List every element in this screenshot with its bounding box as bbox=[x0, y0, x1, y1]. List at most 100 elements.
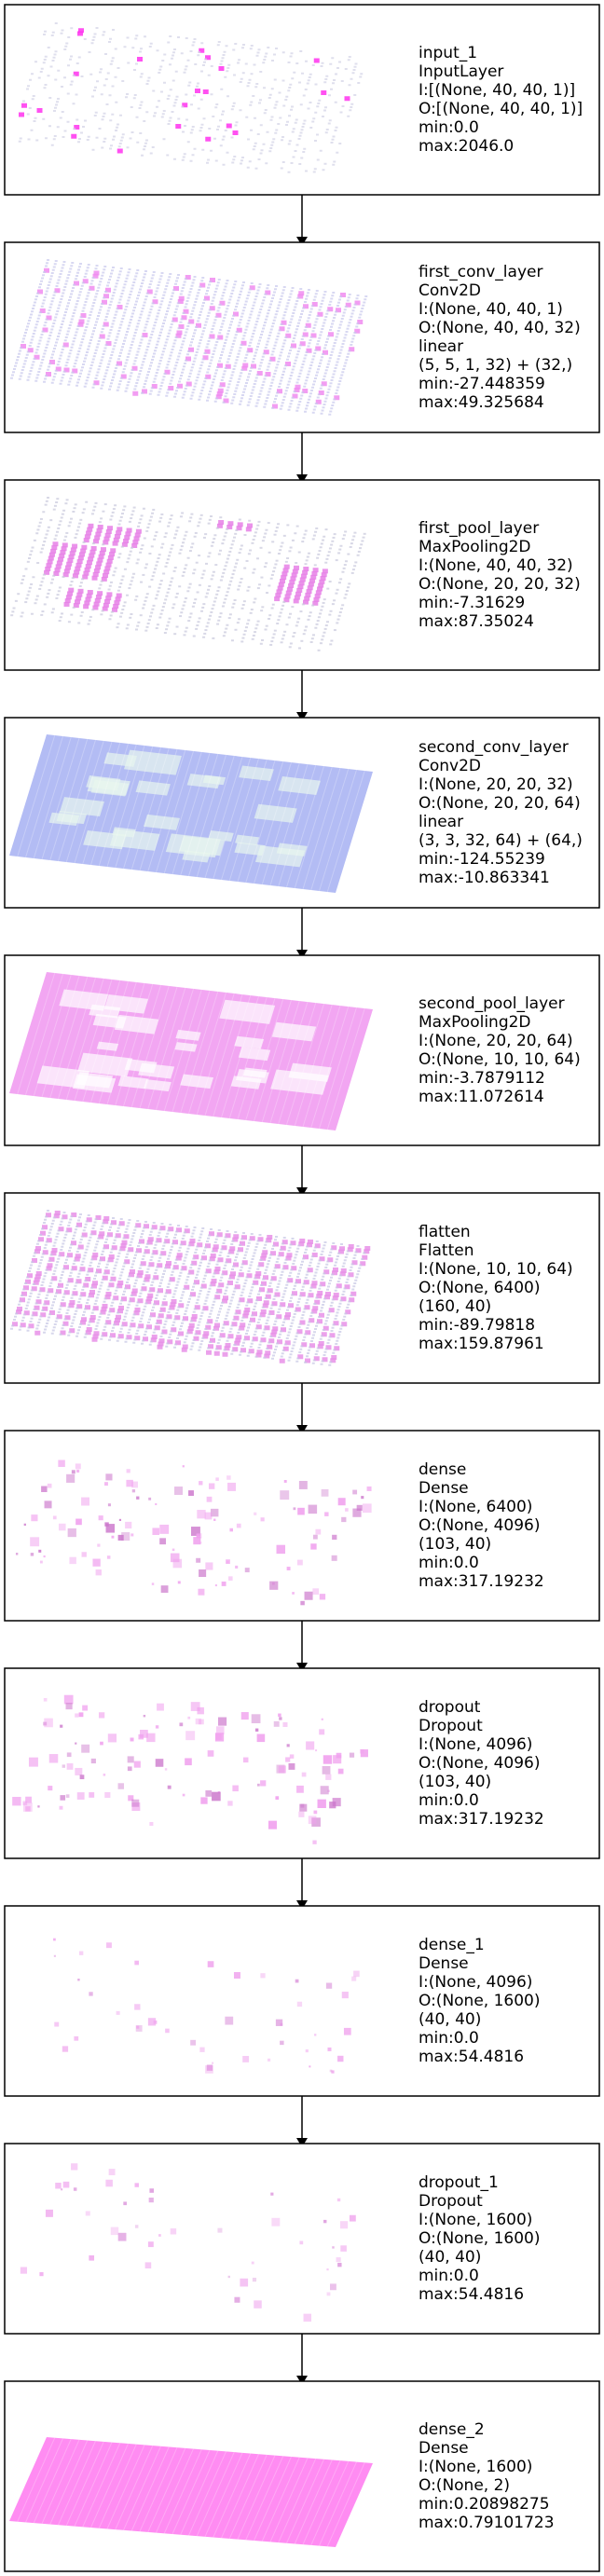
unit-cell bbox=[46, 287, 49, 290]
unit-cell bbox=[116, 336, 119, 338]
unit-cell bbox=[353, 565, 357, 568]
unit-cell bbox=[253, 568, 256, 570]
unit-cell bbox=[257, 158, 261, 160]
unit-cell bbox=[186, 590, 190, 593]
unit-cell bbox=[151, 575, 155, 578]
neuron-mark bbox=[117, 1534, 124, 1541]
unit-cell bbox=[180, 1240, 186, 1246]
unit-cell bbox=[47, 47, 50, 48]
unit-cell bbox=[212, 570, 215, 573]
unit-cell bbox=[177, 36, 180, 38]
unit-cell bbox=[193, 535, 197, 538]
unit-cell bbox=[223, 1349, 226, 1351]
unit-cell bbox=[309, 73, 312, 75]
unit-cell bbox=[331, 295, 335, 297]
unit-cell bbox=[40, 581, 44, 583]
unit-cell bbox=[299, 610, 303, 613]
unit-cell bbox=[103, 112, 106, 115]
unit-cell bbox=[63, 76, 66, 79]
unit-cell bbox=[136, 141, 140, 144]
unit-cell bbox=[93, 569, 100, 574]
unit-cell bbox=[20, 582, 23, 584]
unit-cell bbox=[281, 637, 284, 640]
activation-patch bbox=[135, 780, 171, 796]
unit-cell bbox=[265, 1294, 271, 1299]
unit-cell bbox=[71, 133, 77, 139]
unit-cell bbox=[283, 1318, 286, 1321]
unit-cell bbox=[318, 1259, 322, 1262]
unit-cell bbox=[292, 1316, 295, 1319]
unit-cell bbox=[54, 1211, 61, 1215]
layer-label-line: first_conv_layer bbox=[419, 263, 542, 281]
unit-cell bbox=[199, 1261, 202, 1264]
unit-cell bbox=[52, 541, 59, 547]
unit-cell bbox=[228, 1277, 231, 1280]
unit-cell bbox=[120, 1324, 124, 1327]
unit-cell bbox=[171, 1327, 177, 1333]
unit-cell bbox=[200, 1230, 204, 1233]
unit-cell bbox=[73, 507, 76, 510]
unit-cell bbox=[97, 1291, 101, 1293]
unit-cell bbox=[169, 1333, 172, 1336]
unit-cell bbox=[252, 1336, 258, 1342]
layer-label-line: dense bbox=[419, 1460, 466, 1479]
unit-cell bbox=[76, 356, 79, 359]
unit-cell bbox=[53, 1298, 56, 1300]
unit-cell bbox=[18, 1303, 21, 1306]
unit-cell bbox=[234, 334, 238, 336]
unit-cell bbox=[114, 313, 117, 316]
unit-cell bbox=[233, 393, 237, 395]
unit-cell bbox=[291, 572, 297, 578]
unit-cell bbox=[315, 527, 319, 529]
unit-cell bbox=[315, 374, 318, 377]
unit-cell bbox=[113, 604, 119, 609]
unit-cell bbox=[184, 568, 187, 570]
unit-cell bbox=[141, 308, 144, 309]
unit-cell bbox=[219, 144, 223, 147]
unit-cell bbox=[179, 1271, 183, 1274]
grid-line bbox=[74, 979, 113, 1102]
unit-cell bbox=[200, 577, 204, 580]
unit-cell bbox=[36, 1324, 40, 1327]
neuron-mark bbox=[229, 1528, 234, 1532]
unit-cell bbox=[129, 322, 131, 324]
unit-cell bbox=[150, 611, 154, 614]
unit-cell bbox=[314, 594, 321, 599]
unit-cell bbox=[157, 340, 159, 343]
unit-cell bbox=[225, 1261, 228, 1264]
unit-cell bbox=[144, 1221, 147, 1223]
unit-cell bbox=[115, 282, 118, 285]
unit-cell bbox=[22, 337, 25, 340]
unit-cell bbox=[101, 146, 104, 149]
unit-cell bbox=[135, 1223, 142, 1228]
unit-cell bbox=[169, 1277, 175, 1282]
unit-cell bbox=[158, 363, 161, 365]
unit-cell bbox=[200, 308, 203, 310]
unit-cell bbox=[158, 306, 162, 308]
unit-cell bbox=[117, 333, 120, 336]
unit-cell bbox=[317, 311, 323, 317]
unit-cell bbox=[256, 557, 259, 560]
unit-cell bbox=[187, 1326, 194, 1331]
unit-cell bbox=[197, 621, 200, 623]
unit-cell bbox=[187, 1244, 191, 1247]
unit-cell bbox=[280, 545, 283, 548]
unit-cell bbox=[85, 564, 91, 569]
unit-cell bbox=[139, 50, 142, 53]
unit-cell bbox=[58, 556, 64, 562]
unit-cell bbox=[28, 373, 32, 376]
unit-cell bbox=[110, 1305, 114, 1307]
neuron-mark bbox=[92, 1558, 101, 1567]
unit-cell bbox=[337, 614, 341, 617]
unit-cell bbox=[125, 1227, 129, 1230]
unit-cell bbox=[235, 387, 239, 390]
unit-cell bbox=[295, 144, 299, 146]
neuron-mark bbox=[182, 1465, 185, 1468]
unit-cell bbox=[126, 1281, 129, 1283]
unit-cell bbox=[213, 378, 215, 380]
unit-cell bbox=[323, 1354, 326, 1356]
unit-cell bbox=[194, 301, 198, 303]
unit-cell bbox=[80, 313, 87, 318]
unit-cell bbox=[298, 319, 301, 322]
unit-cell bbox=[336, 1258, 338, 1261]
